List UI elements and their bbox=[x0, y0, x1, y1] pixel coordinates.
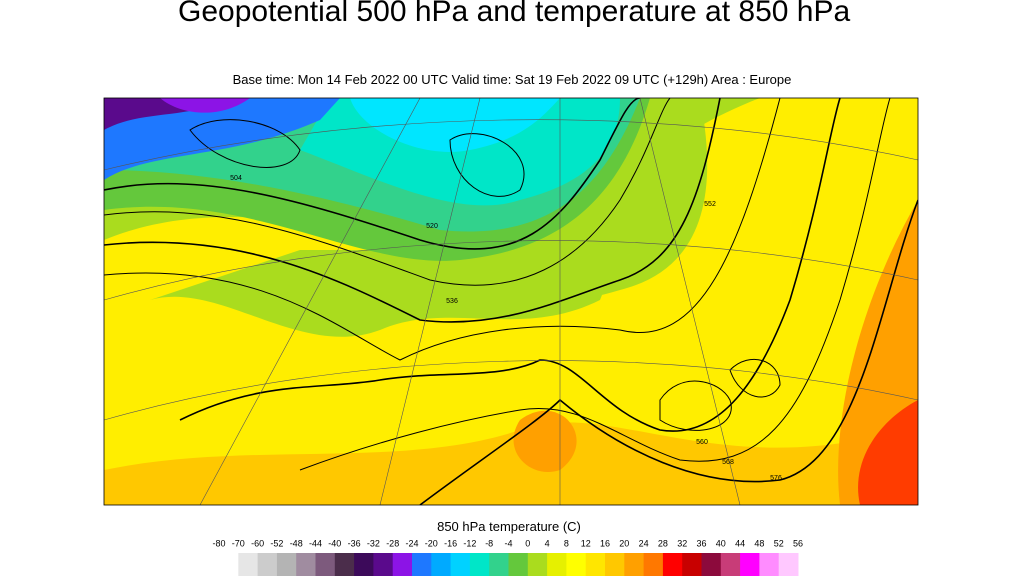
colorbar-segment bbox=[276, 553, 297, 576]
colorbar-segment bbox=[315, 553, 336, 576]
colorbar-segment bbox=[412, 553, 432, 576]
colorbar-tick-label: 0 bbox=[525, 538, 530, 548]
colorbar-tick-label: 40 bbox=[716, 538, 726, 548]
colorbar-segment bbox=[662, 553, 683, 576]
colorbar-segment bbox=[219, 553, 239, 576]
colorbar-tick-label: -28 bbox=[386, 538, 399, 548]
temperature-field bbox=[104, 98, 918, 505]
contour-label: 568 bbox=[722, 459, 734, 466]
colorbar-segment bbox=[257, 553, 278, 576]
colorbar-tick-label: -52 bbox=[270, 538, 283, 548]
colorbar-segment bbox=[720, 553, 741, 576]
contour-label: 552 bbox=[704, 201, 716, 208]
colorbar-segment bbox=[682, 553, 702, 576]
colorbar-tick-label: -16 bbox=[444, 538, 457, 548]
colorbar-tick-label: -36 bbox=[348, 538, 361, 548]
colorbar-tick-label: -44 bbox=[309, 538, 322, 548]
colorbar-segment bbox=[624, 553, 645, 576]
colorbar-segment bbox=[469, 553, 490, 576]
colorbar-tick-label: -40 bbox=[328, 538, 341, 548]
colorbar: -80 -70 -60 -52 -48 -44 -40 -36 -32 -28 -24 -20 -16-… bbox=[212, 538, 803, 576]
contour-label: 504 bbox=[230, 175, 242, 182]
contours bbox=[104, 98, 918, 505]
colorbar-segment bbox=[643, 553, 664, 576]
contour-label: 560 bbox=[696, 439, 708, 446]
colorbar-tick-label: -12 bbox=[463, 538, 476, 548]
colorbar-tick-label: 16 bbox=[600, 538, 610, 548]
colorbar-tick-label: -70 bbox=[232, 538, 245, 548]
colorbar-segment bbox=[392, 553, 413, 576]
colorbar-tick-label: 36 bbox=[696, 538, 706, 548]
colorbar-tick-label: -24 bbox=[405, 538, 418, 548]
colorbar-tick-label: 28 bbox=[658, 538, 668, 548]
colorbar-segment bbox=[508, 553, 529, 576]
colorbar-tick-label: -8 bbox=[485, 538, 493, 548]
colorbar-tick-label: -20 bbox=[425, 538, 438, 548]
colorbar-segment bbox=[701, 553, 722, 576]
contour-label: 536 bbox=[446, 298, 458, 305]
graticule bbox=[104, 98, 918, 505]
colorbar-tick-label: 32 bbox=[677, 538, 687, 548]
colorbar-segment bbox=[373, 553, 394, 576]
title: Geopotential 500 hPa and temperature at … bbox=[178, 0, 851, 28]
colorbar-tick-label: -4 bbox=[504, 538, 512, 548]
colorbar-tick-label: 44 bbox=[735, 538, 745, 548]
colorbar-tick-label: -80 bbox=[212, 538, 225, 548]
colorbar-segment bbox=[759, 553, 780, 576]
colorbar-segment bbox=[605, 553, 625, 576]
colorbar-tick-label: 24 bbox=[639, 538, 649, 548]
colorbar-title: 850 hPa temperature (C) bbox=[437, 519, 581, 534]
colorbar-tick-label: 52 bbox=[774, 538, 784, 548]
colorbar-segment bbox=[431, 553, 452, 576]
colorbar-tick-label: 56 bbox=[793, 538, 803, 548]
colorbar-tick-label: 20 bbox=[619, 538, 629, 548]
colorbar-segment bbox=[740, 553, 760, 576]
colorbar-segment bbox=[489, 553, 509, 576]
colorbar-segment bbox=[585, 553, 606, 576]
colorbar-tick-label: 8 bbox=[564, 538, 569, 548]
subtitle: Base time: Mon 14 Feb 2022 00 UTC Valid … bbox=[232, 72, 792, 87]
colorbar-segment bbox=[354, 553, 374, 576]
contour-label: 520 bbox=[426, 223, 438, 230]
colorbar-segment bbox=[566, 553, 587, 576]
colorbar-tick-label: -48 bbox=[290, 538, 303, 548]
colorbar-segment bbox=[334, 553, 355, 576]
colorbar-tick-label: 48 bbox=[754, 538, 764, 548]
colorbar-tick-label: 12 bbox=[581, 538, 591, 548]
colorbar-segment bbox=[238, 553, 259, 576]
colorbar-segment bbox=[547, 553, 567, 576]
colorbar-tick-label: 4 bbox=[545, 538, 550, 548]
colorbar-tick-label: -32 bbox=[367, 538, 380, 548]
map-frame bbox=[103, 97, 919, 506]
colorbar-segment bbox=[296, 553, 316, 576]
colorbar-segment bbox=[778, 553, 799, 576]
colorbar-segment bbox=[527, 553, 548, 576]
colorbar-tick-label: -60 bbox=[251, 538, 264, 548]
colorbar-segment bbox=[450, 553, 471, 576]
contour-label: 576 bbox=[770, 475, 782, 482]
